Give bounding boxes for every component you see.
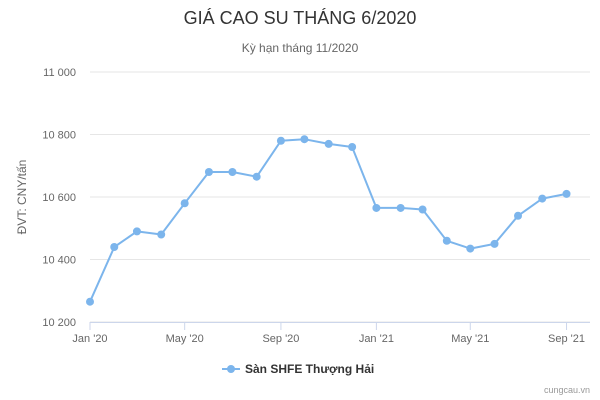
legend-marker-icon — [227, 365, 235, 373]
y-tick-label: 10 600 — [42, 192, 76, 204]
y-axis-ticks: 10 200 10 400 10 600 10 800 11 000 — [42, 67, 76, 329]
x-tick-label: Sep '21 — [548, 333, 585, 345]
data-point[interactable] — [466, 244, 475, 253]
data-point[interactable] — [252, 172, 261, 181]
x-tick-label: May '21 — [451, 333, 489, 345]
data-point[interactable] — [276, 136, 285, 145]
x-tick-label: Jan '20 — [72, 333, 107, 345]
data-point[interactable] — [300, 135, 309, 144]
y-tick-label: 10 400 — [42, 255, 76, 267]
series-line — [89, 138, 567, 303]
y-tick-label: 10 200 — [42, 317, 76, 329]
data-point[interactable] — [86, 297, 94, 306]
data-point[interactable] — [372, 203, 381, 212]
x-axis-ticks: Jan '20 May '20 Sep '20 Jan '21 May '21 Sep '… — [72, 322, 585, 345]
y-tick-label: 11 000 — [43, 67, 76, 79]
data-point[interactable] — [514, 211, 523, 220]
data-point[interactable] — [490, 239, 499, 248]
chart-subtitle: Kỳ hạn tháng 11/2020 — [242, 41, 359, 55]
data-point[interactable] — [110, 243, 119, 251]
y-axis-label: ĐVT: CNY/tấn — [15, 160, 29, 235]
data-point[interactable] — [538, 194, 547, 203]
legend[interactable]: Sàn SHFE Thượng Hải — [222, 362, 374, 376]
data-point[interactable] — [442, 236, 451, 245]
data-point[interactable] — [157, 230, 166, 239]
data-point[interactable] — [562, 189, 571, 198]
data-point[interactable] — [204, 168, 213, 176]
series-line-group — [86, 135, 571, 306]
x-tick-label: Sep '20 — [262, 333, 299, 345]
data-point[interactable] — [396, 203, 405, 212]
legend-label: Sàn SHFE Thượng Hải — [245, 362, 374, 376]
credit-link[interactable]: cungcau.vn — [544, 385, 590, 395]
y-tick-label: 10 800 — [42, 130, 76, 142]
data-point[interactable] — [418, 205, 427, 214]
data-point[interactable] — [228, 168, 237, 176]
data-point[interactable] — [132, 227, 141, 236]
chart-title: GIÁ CAO SU THÁNG 6/2020 — [184, 8, 417, 28]
gridlines — [90, 71, 590, 323]
x-tick-label: May '20 — [166, 333, 204, 345]
x-tick-label: Jan '21 — [359, 333, 394, 345]
data-point[interactable] — [324, 139, 333, 148]
data-point[interactable] — [348, 143, 357, 151]
data-point[interactable] — [180, 199, 189, 208]
